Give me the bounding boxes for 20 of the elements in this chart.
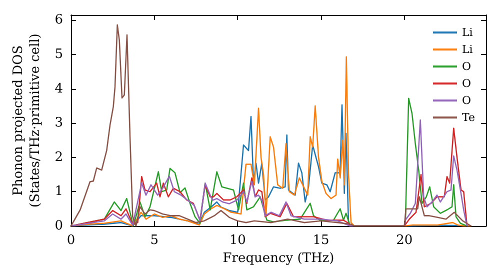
y-tick-label: 1 [54, 184, 63, 200]
y-tick-label: 2 [54, 150, 63, 165]
x-tick-label: 5 [150, 233, 158, 248]
legend-label: O [462, 60, 472, 73]
legend-label: O [462, 77, 472, 90]
legend-label: Te [462, 111, 476, 124]
y-tick-label: 5 [54, 46, 63, 62]
x-axis-title: Frequency (THz) [222, 250, 334, 266]
legend-label: Li [462, 43, 474, 56]
y-tick-label: 3 [54, 116, 63, 131]
legend-label: O [462, 94, 472, 107]
x-tick-label: 10 [229, 233, 246, 248]
y-axis-title: Phonon projected DOS (States/THz·primitive cell) [10, 33, 43, 208]
x-tick-label: 15 [312, 233, 330, 248]
x-tick-label: 0 [66, 233, 76, 248]
y-tick-label: 0 [54, 218, 63, 234]
x-tick-label: 20 [396, 233, 413, 248]
y-tick-label: 4 [54, 81, 63, 96]
legend-label: Li [462, 26, 474, 39]
y-tick-label: 6 [54, 12, 63, 28]
